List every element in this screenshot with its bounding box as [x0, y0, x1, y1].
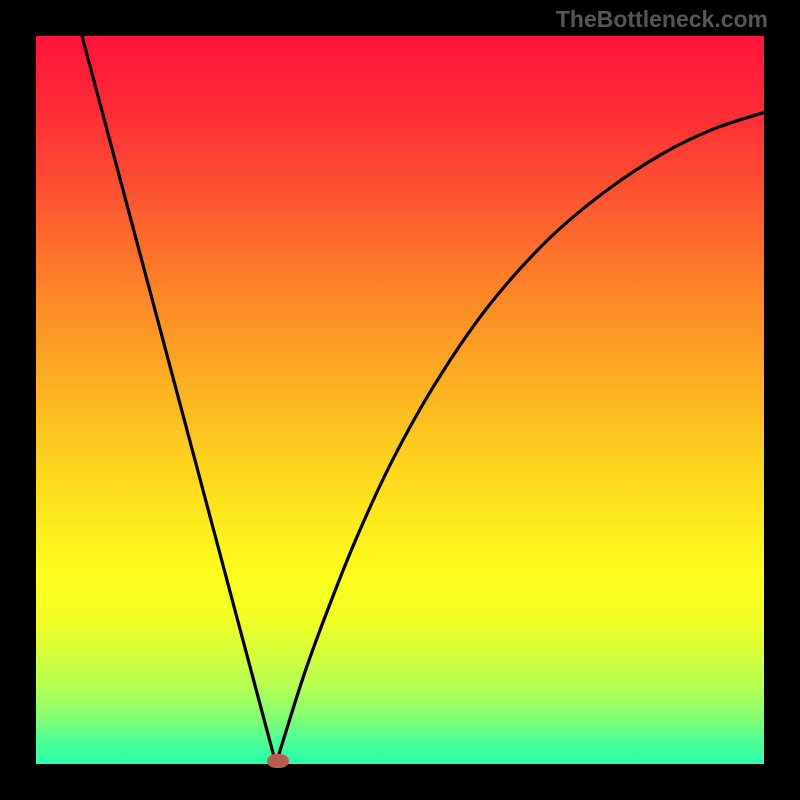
watermark-text: TheBottleneck.com: [556, 6, 768, 33]
minimum-marker: [267, 754, 289, 768]
bottleneck-curve: [82, 36, 764, 764]
curve-layer: [0, 0, 800, 800]
chart-container: TheBottleneck.com: [0, 0, 800, 800]
